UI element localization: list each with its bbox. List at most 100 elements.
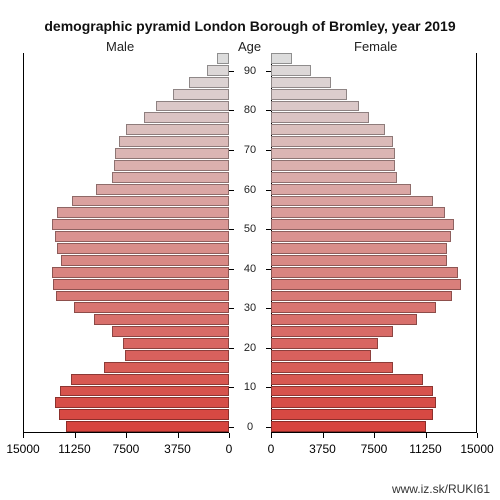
age-tick [266, 387, 271, 388]
age-tick [229, 308, 234, 309]
xaxis-label: 15000 [455, 442, 499, 456]
female-header: Female [354, 39, 397, 54]
female-bar [271, 219, 454, 230]
xaxis-label: 0 [249, 442, 293, 456]
male-bar [115, 148, 229, 159]
age-tick [266, 427, 271, 428]
male-bar [189, 77, 229, 88]
male-header: Male [106, 39, 134, 54]
age-label: 20 [229, 342, 271, 354]
male-bar [60, 386, 229, 397]
xaxis-tick [477, 433, 478, 438]
male-bar [126, 124, 229, 135]
male-bar [119, 136, 229, 147]
male-bar [72, 196, 229, 207]
xaxis-label: 7500 [104, 442, 148, 456]
xaxis-tick [178, 433, 179, 438]
male-bar [173, 89, 229, 100]
female-bar [271, 421, 426, 432]
female-bar [271, 291, 452, 302]
xaxis-label: 3750 [156, 442, 200, 456]
footer-url: www.iz.sk/RUKI61 [392, 482, 490, 496]
female-bar [271, 314, 417, 325]
male-bar [96, 184, 229, 195]
male-bar [104, 362, 229, 373]
chart-title: demographic pyramid London Borough of Br… [0, 18, 500, 34]
age-label: 60 [229, 184, 271, 196]
xaxis-label: 7500 [352, 442, 396, 456]
male-bar [144, 112, 229, 123]
female-bar [271, 374, 423, 385]
female-bar [271, 101, 359, 112]
age-tick [266, 190, 271, 191]
xaxis-label: 3750 [301, 442, 345, 456]
female-bar [271, 172, 397, 183]
xaxis-label: 11250 [404, 442, 448, 456]
age-tick [266, 229, 271, 230]
age-header: Age [238, 39, 261, 54]
female-bar [271, 409, 433, 420]
age-label: 0 [229, 421, 271, 433]
xaxis-label: 11250 [53, 442, 97, 456]
female-bar [271, 160, 395, 171]
male-bar [57, 243, 229, 254]
age-tick [229, 427, 234, 428]
xaxis-tick [126, 433, 127, 438]
xaxis-label: 15000 [1, 442, 45, 456]
age-tick [266, 150, 271, 151]
male-bar [55, 231, 229, 242]
male-bar [53, 279, 229, 290]
female-bar [271, 255, 447, 266]
xaxis-tick [323, 433, 324, 438]
age-tick [229, 110, 234, 111]
male-bar [207, 65, 229, 76]
male-bar [55, 397, 229, 408]
male-bar [94, 314, 229, 325]
female-bar [271, 267, 458, 278]
female-bar [271, 279, 461, 290]
xaxis-label: 0 [207, 442, 251, 456]
male-bar [156, 101, 229, 112]
male-bar [112, 326, 229, 337]
female-bar [271, 53, 292, 64]
male-bar [217, 53, 229, 64]
age-tick [266, 269, 271, 270]
female-bar [271, 338, 378, 349]
age-tick [229, 190, 234, 191]
male-bar [112, 172, 229, 183]
male-bar [71, 374, 229, 385]
female-bar [271, 326, 393, 337]
age-tick [266, 71, 271, 72]
female-bar [271, 397, 436, 408]
xaxis-tick [374, 433, 375, 438]
male-bar [57, 207, 229, 218]
age-label: 70 [229, 144, 271, 156]
male-bar [66, 421, 229, 432]
age-label: 90 [229, 65, 271, 77]
xaxis-tick [271, 433, 272, 438]
male-bar [123, 338, 229, 349]
age-tick [229, 269, 234, 270]
male-bar [125, 350, 229, 361]
male-bar [114, 160, 229, 171]
age-tick [266, 110, 271, 111]
xaxis-tick [23, 433, 24, 438]
female-bar [271, 243, 447, 254]
age-tick [229, 229, 234, 230]
female-bar [271, 65, 311, 76]
male-bar [56, 291, 229, 302]
age-tick [266, 348, 271, 349]
male-bar [61, 255, 229, 266]
female-bar [271, 112, 369, 123]
xaxis-tick [229, 433, 230, 438]
female-bar [271, 350, 371, 361]
age-tick [266, 308, 271, 309]
female-bar [271, 89, 347, 100]
female-bar [271, 196, 433, 207]
age-tick [229, 387, 234, 388]
age-label: 30 [229, 302, 271, 314]
age-label: 50 [229, 223, 271, 235]
xaxis-tick [75, 433, 76, 438]
female-bar [271, 136, 393, 147]
male-bar [74, 302, 229, 313]
